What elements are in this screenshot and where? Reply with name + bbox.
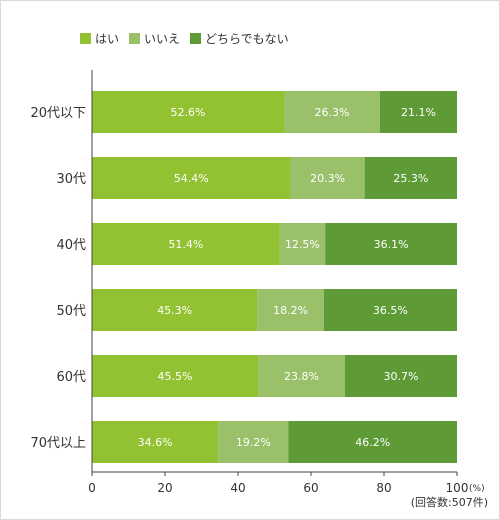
bar-segment <box>323 289 457 331</box>
bar-segment <box>92 157 291 199</box>
bar-segment <box>379 91 457 133</box>
x-tick-label: 40 <box>230 481 245 495</box>
bar-segment <box>92 289 258 331</box>
bar-segment <box>283 91 380 133</box>
legend-swatch-neither <box>190 32 202 44</box>
data-label: 30.7% <box>383 370 418 383</box>
data-label: 20.3% <box>310 172 345 185</box>
bar-segment <box>92 91 284 133</box>
legend-label-yes: はい <box>95 31 120 46</box>
data-label: 25.3% <box>393 172 428 185</box>
category-label: 30代 <box>56 172 86 187</box>
x-tick-label: 80 <box>376 481 391 495</box>
x-tick-label: 0 <box>88 481 96 495</box>
bar-segment <box>218 421 289 463</box>
data-label: 12.5% <box>285 238 320 251</box>
data-label: 21.1% <box>401 106 436 119</box>
legend-item-yes: はい <box>80 30 119 47</box>
data-label: 36.5% <box>373 304 408 317</box>
bar-segment <box>364 157 457 199</box>
bar-segment <box>344 355 457 397</box>
x-axis-unit: (%) <box>469 484 485 494</box>
bar-segment <box>290 157 365 199</box>
legend: はい いいえ どちらでもない <box>80 30 299 46</box>
category-label: 50代 <box>56 304 86 319</box>
data-label: 18.2% <box>273 304 308 317</box>
data-label: 34.6% <box>138 436 173 449</box>
legend-label-neither: どちらでもない <box>205 31 289 46</box>
legend-item-neither: どちらでもない <box>190 30 289 47</box>
bar-segment <box>257 289 324 331</box>
category-label: 70代以上 <box>30 436 86 451</box>
data-label: 51.4% <box>168 238 203 251</box>
bar-segment <box>325 223 457 265</box>
data-label: 54.4% <box>174 172 209 185</box>
category-label: 20代以下 <box>30 106 86 121</box>
x-tick-label: 60 <box>303 481 318 495</box>
data-label: 26.3% <box>315 106 350 119</box>
x-tick-label: 100 <box>446 481 469 495</box>
data-label: 36.1% <box>374 238 409 251</box>
bar-segment <box>92 223 280 265</box>
data-label: 52.6% <box>171 106 206 119</box>
category-label: 60代 <box>56 370 86 385</box>
response-count-note: (回答数:507件) <box>410 496 488 509</box>
legend-label-no: いいえ <box>144 31 181 46</box>
bar-segment <box>288 421 457 463</box>
bar-segment <box>92 421 219 463</box>
legend-swatch-yes <box>80 32 91 44</box>
legend-item-no: いいえ <box>129 30 180 47</box>
bar-segment <box>92 355 259 397</box>
data-label: 45.5% <box>158 370 193 383</box>
bar-segment <box>279 223 326 265</box>
category-label: 40代 <box>56 238 86 253</box>
x-tick-label: 20 <box>157 481 172 495</box>
data-label: 23.8% <box>284 370 319 383</box>
legend-swatch-no <box>129 32 141 44</box>
bar-segment <box>258 355 345 397</box>
data-label: 46.2% <box>355 436 390 449</box>
data-label: 45.3% <box>157 304 192 317</box>
data-label: 19.2% <box>236 436 271 449</box>
